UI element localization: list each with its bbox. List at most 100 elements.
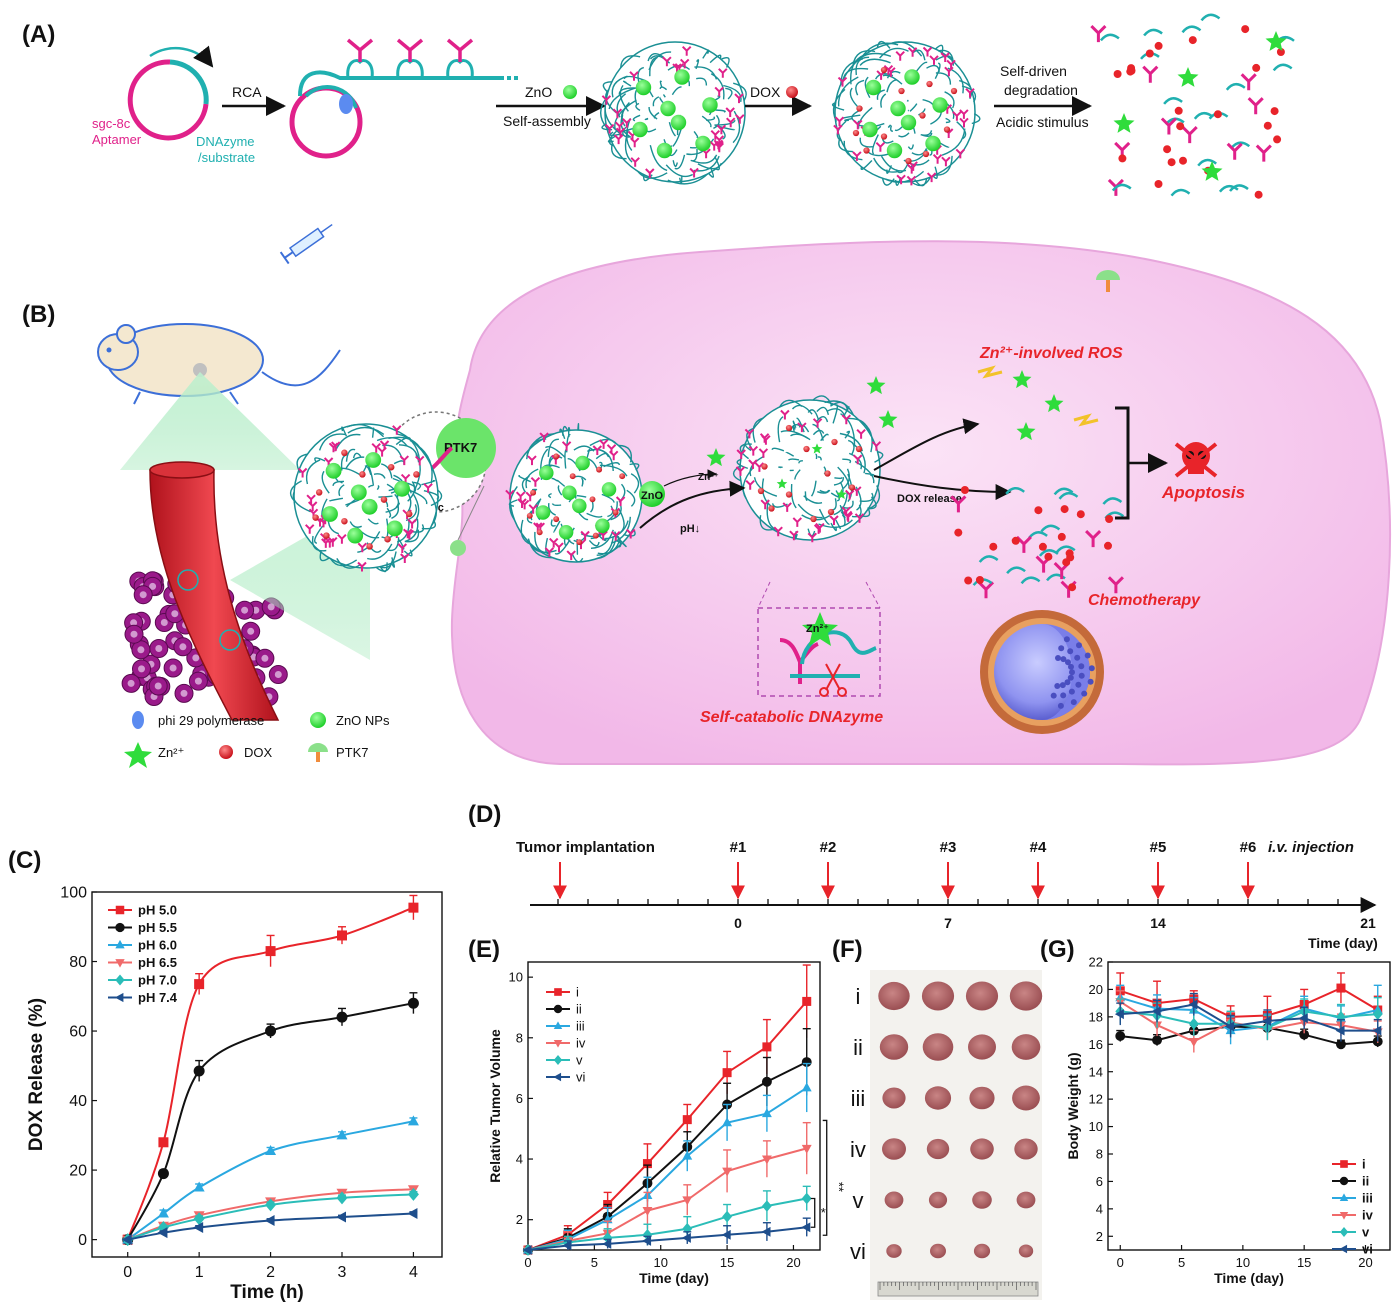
aptamer-arm	[780, 409, 790, 420]
timeline-axis-label: Time (day)	[1308, 935, 1378, 951]
dna-strand	[926, 64, 940, 72]
legend-marker	[115, 974, 125, 986]
y-tick-label: 20	[1089, 982, 1103, 997]
data-point	[762, 1042, 772, 1052]
dna-strand	[667, 173, 709, 185]
aptamer-arm	[716, 124, 727, 135]
dna-strand	[649, 145, 668, 172]
zinc-star-icon	[706, 448, 726, 467]
nuclear-pore	[1067, 648, 1074, 655]
tumor-row-label: v	[853, 1188, 864, 1213]
dox-dot-icon	[1038, 542, 1047, 551]
aptamer-arm	[346, 38, 374, 62]
nuclear-pore	[1058, 645, 1065, 652]
dna-strand	[346, 423, 385, 438]
dna-strand	[665, 164, 694, 178]
dna-strand	[635, 102, 641, 112]
polymerase-icon	[132, 711, 144, 729]
aptamer-fragment	[1240, 73, 1257, 91]
dna-fragment	[1046, 573, 1066, 582]
dna-strand	[559, 428, 566, 440]
dna-strand	[715, 109, 726, 113]
data-point	[761, 1155, 772, 1165]
skull-icon	[1174, 442, 1218, 478]
aptamer-arm	[875, 141, 886, 152]
x-tick-label: 0	[524, 1255, 531, 1270]
tumor-row-label: iv	[850, 1137, 866, 1162]
nuclear-pore	[1075, 681, 1082, 688]
dna-strand	[844, 430, 851, 439]
dna-strand	[345, 448, 356, 462]
nuclear-pore	[1088, 665, 1095, 672]
dna-strand	[518, 475, 531, 483]
dna-strand	[618, 444, 632, 463]
dna-strand	[577, 422, 580, 431]
dox-dot-icon	[1034, 506, 1043, 515]
tumor-row-label: ii	[853, 1035, 863, 1060]
dna-strand	[894, 126, 903, 132]
dna-fragment	[1272, 63, 1293, 72]
data-point	[522, 1245, 532, 1255]
aptamer-arm	[725, 107, 735, 117]
dna-fragment	[1005, 487, 1025, 495]
data-point	[157, 1227, 168, 1239]
aptamer-arm	[748, 459, 758, 469]
data-point	[337, 930, 347, 941]
data-point	[1299, 1029, 1310, 1040]
chart-legend: pH 5.0 pH 5.5 pH 6.0 pH 6.5 pH 7.0 pH 7.4	[108, 903, 178, 1005]
aptamer-arm	[843, 512, 853, 522]
dox-dot-icon	[569, 473, 576, 480]
injection-marker-label: #4	[1030, 839, 1047, 856]
dox-dot-icon	[1044, 552, 1053, 561]
dna-strand	[557, 485, 563, 496]
chart-g-body-weight: 0 5 10 15 20 2 4 6 8 10 12 14 16 18 20 22 Time (day) Body…	[1065, 955, 1391, 1286]
data-point	[722, 1167, 733, 1177]
dna-fragment	[1229, 184, 1249, 192]
dna-strand	[345, 456, 365, 469]
nuclear-pore	[1076, 642, 1082, 649]
dna-strand	[550, 519, 556, 527]
nuclear-pore	[1078, 663, 1085, 670]
injection-marker-label: #1	[730, 839, 747, 856]
dox-dot-icon	[824, 470, 831, 477]
dna-strand	[918, 108, 926, 116]
aptamer-arm	[592, 445, 603, 455]
data-point	[407, 997, 419, 1009]
dna-strand	[311, 535, 327, 552]
dna-strand	[911, 148, 928, 156]
inset-ptk7-label: PTK7	[444, 440, 477, 455]
circular-template-icon	[127, 45, 214, 141]
tumor-nucleus	[267, 603, 275, 611]
nanoflower-degrading	[732, 395, 884, 543]
data-point	[1188, 1017, 1199, 1030]
data-point	[682, 1196, 693, 1206]
dox-dot-icon	[1174, 106, 1183, 115]
aptamer-arm	[896, 174, 906, 185]
tumor-nucleus	[179, 643, 187, 651]
dna-strand	[833, 476, 844, 486]
aptamer-arm	[601, 95, 612, 105]
nuclear-pore	[1060, 692, 1067, 699]
dna-strand	[818, 508, 830, 525]
nuclear-pore	[1054, 683, 1061, 689]
aptamer-arm	[414, 455, 425, 466]
dna-strand	[581, 477, 584, 485]
dna-strand	[610, 516, 631, 544]
dna-strand	[553, 520, 561, 533]
dna-strand	[589, 438, 617, 447]
dna-strand	[367, 543, 393, 560]
aptamer-fragment	[1107, 576, 1124, 594]
arrow-label-self-driven: Self-driven	[1000, 63, 1067, 79]
dox-dot-icon	[341, 517, 348, 525]
timeline-injection-label: i.v. injection	[1268, 839, 1354, 856]
data-point	[1188, 999, 1198, 1010]
aptamer-arm	[871, 441, 882, 451]
dna-strand	[707, 168, 715, 178]
series-line	[527, 1226, 807, 1251]
light-beam	[120, 372, 300, 470]
legend-label: i	[576, 985, 579, 1000]
dna-strand	[626, 489, 636, 507]
nuclear-pore	[1081, 690, 1088, 697]
